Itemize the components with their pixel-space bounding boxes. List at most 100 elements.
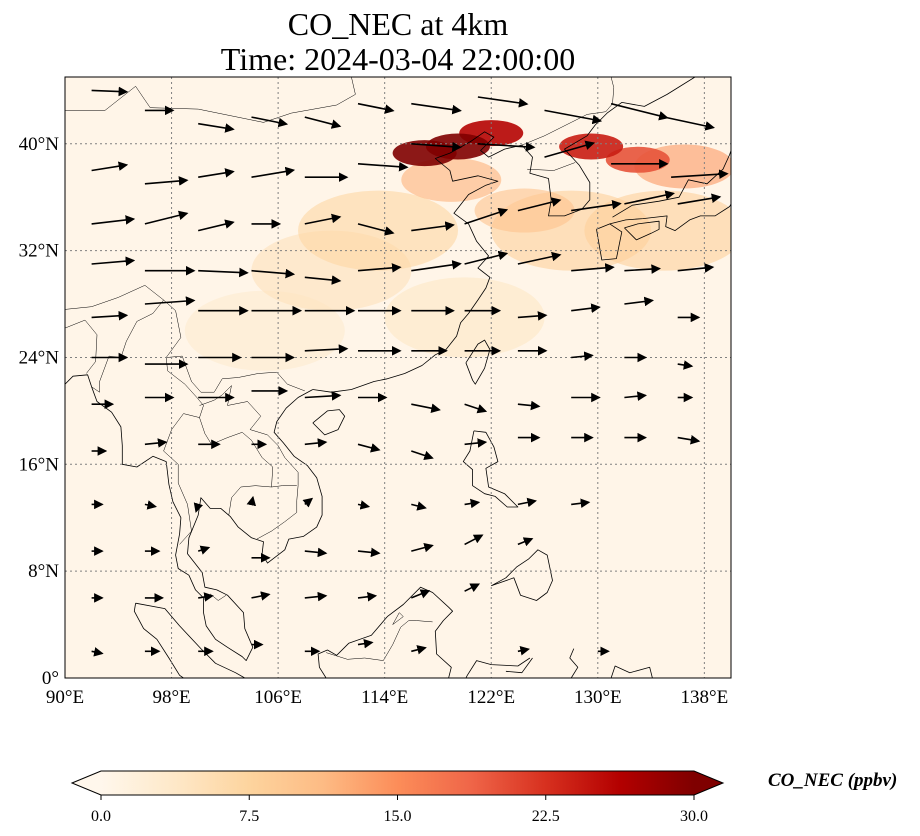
- wind-arrow: [517, 197, 562, 212]
- coastline: [624, 220, 660, 241]
- wind-arrow: [144, 210, 189, 225]
- wind-arrow: [144, 176, 189, 186]
- co-plume: [605, 146, 670, 173]
- wind-arrow: [251, 268, 296, 279]
- wind-arrow: [677, 360, 694, 370]
- wind-arrow: [198, 219, 235, 232]
- colorbar-label: CO_NEC (ppbv): [768, 770, 898, 791]
- wind-arrow: [411, 403, 441, 413]
- wind-arrow: [464, 498, 481, 509]
- wind-arrow: [571, 498, 591, 509]
- wind-arrow: [357, 500, 371, 510]
- wind-arrow: [144, 296, 196, 306]
- wind-arrow: [677, 193, 722, 205]
- coastline: [65, 374, 323, 661]
- country-border: [271, 485, 297, 488]
- wind-arrow: [517, 251, 562, 265]
- coastline: [505, 657, 533, 674]
- wind-arrow: [357, 102, 395, 114]
- wind-arrow: [251, 116, 289, 128]
- x-tick-label: 106°E: [254, 687, 302, 708]
- wind-arrow: [91, 161, 129, 172]
- wind-arrow: [198, 122, 235, 133]
- wind-arrow: [517, 400, 541, 411]
- y-tick-label: 24°N: [19, 347, 60, 368]
- wind-arrow: [464, 583, 481, 593]
- colorbar-tick-label: 7.5: [239, 808, 259, 825]
- wind-arrow: [677, 435, 701, 445]
- coastline: [491, 549, 553, 601]
- wind-arrow: [517, 497, 537, 508]
- wind-arrow: [671, 169, 729, 179]
- wind-arrow: [411, 102, 462, 115]
- wind-arrow: [624, 391, 647, 401]
- wind-arrow: [357, 223, 395, 236]
- coastline: [317, 586, 453, 678]
- coastline: [596, 223, 623, 261]
- coastline: [312, 409, 346, 436]
- wind-arrow: [144, 500, 157, 510]
- co-plume: [474, 188, 575, 233]
- x-tick-label: 130°E: [574, 687, 622, 708]
- chart-title: CO_NEC at 4km: [287, 6, 509, 42]
- wind-arrow: [544, 109, 603, 125]
- wind-arrow: [91, 647, 104, 657]
- wind-arrow: [357, 161, 409, 172]
- wind-arrow: [624, 264, 661, 274]
- colorbar-max-extension: [694, 771, 723, 795]
- country-border: [392, 612, 404, 625]
- wind-arrow: [411, 589, 431, 599]
- wind-arrow: [357, 638, 374, 649]
- country-border: [404, 77, 406, 78]
- country-border: [521, 77, 615, 146]
- wind-arrow: [251, 166, 296, 178]
- wind-arrow: [91, 86, 129, 97]
- wind-arrow: [304, 275, 342, 285]
- wind-arrow: [304, 344, 349, 354]
- wind-arrow: [411, 542, 434, 553]
- coastline: [462, 430, 519, 508]
- wind-arrow: [610, 102, 669, 121]
- co-plume: [384, 277, 545, 358]
- coastlines-layer: [65, 77, 731, 678]
- wind-arrow: [464, 250, 509, 265]
- wind-arrow: [624, 190, 675, 205]
- x-tick-label: 114°E: [361, 687, 408, 708]
- coastline: [609, 203, 731, 231]
- wind-arrow: [464, 534, 484, 546]
- wind-arrow: [198, 267, 249, 278]
- wind-arrow: [304, 116, 342, 129]
- wind-arrow: [571, 303, 601, 313]
- coastline: [610, 665, 653, 678]
- y-tick-label: 16°N: [19, 454, 60, 475]
- coastline: [465, 657, 531, 678]
- wind-arrow: [464, 438, 488, 448]
- wind-arrow: [197, 545, 211, 555]
- wind-arrow: [304, 547, 328, 558]
- gridlines-layer: [65, 77, 731, 678]
- wind-arrow: [91, 310, 129, 321]
- colorbar: 0.0 7.5 15.0 22.5 30.0: [70, 770, 725, 825]
- wind-arrow: [304, 391, 342, 401]
- wind-arrow: [411, 645, 427, 655]
- map-frame: [64, 76, 732, 679]
- wind-arrow: [544, 140, 596, 158]
- map-border: [64, 76, 732, 679]
- y-tick-label: 0°: [42, 668, 59, 689]
- wind-arrow: [251, 591, 271, 601]
- wind-arrow: [91, 256, 136, 266]
- axis-tick-labels: 90°E 98°E 106°E 114°E 122°E 130°E 138°E 0° 8°N 16…: [19, 134, 729, 708]
- wind-arrow: [411, 221, 455, 232]
- colorbar-tick-label: 30.0: [680, 808, 708, 825]
- y-tick-label: 32°N: [19, 241, 60, 262]
- wind-arrow: [411, 450, 434, 461]
- colorbar-body: [101, 771, 694, 795]
- wind-arrow: [304, 438, 328, 448]
- colorbar-min-extension: [72, 771, 101, 795]
- colorbar-tick-label: 15.0: [384, 808, 412, 825]
- wind-arrow: [624, 296, 654, 307]
- coastline: [612, 150, 731, 218]
- colorbar-ticks: 0.0 7.5 15.0 22.5 30.0: [91, 795, 708, 825]
- wind-arrow: [664, 116, 715, 131]
